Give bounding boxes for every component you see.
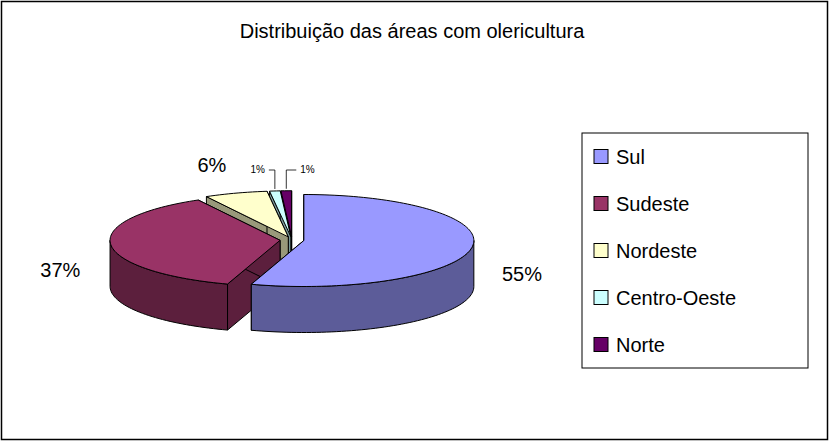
legend-swatch xyxy=(594,338,608,352)
data-label: 6% xyxy=(197,154,226,176)
pie-slice xyxy=(270,191,291,237)
legend-label: Centro-Oeste xyxy=(616,287,736,309)
legend-label: Sudeste xyxy=(616,193,689,215)
data-label: 37% xyxy=(40,259,80,281)
chart: Distribuição das áreas com olericultura 5… xyxy=(0,0,830,442)
legend-box xyxy=(582,133,808,368)
data-label: 55% xyxy=(502,263,542,285)
pie-tops xyxy=(110,191,474,287)
leader-line xyxy=(286,170,296,189)
title: Distribuição das áreas com olericultura xyxy=(240,20,585,42)
legend-swatch xyxy=(594,150,608,164)
data-label: 1% xyxy=(250,164,265,175)
legend-label: Nordeste xyxy=(616,240,697,262)
legend: Sul Sudeste Nordeste Centro-Oeste Norte xyxy=(582,133,808,368)
pie-slice xyxy=(281,191,292,237)
legend-label: Norte xyxy=(616,334,665,356)
leader-line xyxy=(269,170,275,189)
legend-label: Sul xyxy=(616,146,645,168)
legend-swatch xyxy=(594,244,608,258)
frame xyxy=(2,2,828,440)
legend-swatch xyxy=(594,291,608,305)
data-label: 1% xyxy=(300,164,315,175)
pie-sides xyxy=(110,191,474,333)
legend-swatch xyxy=(594,197,608,211)
